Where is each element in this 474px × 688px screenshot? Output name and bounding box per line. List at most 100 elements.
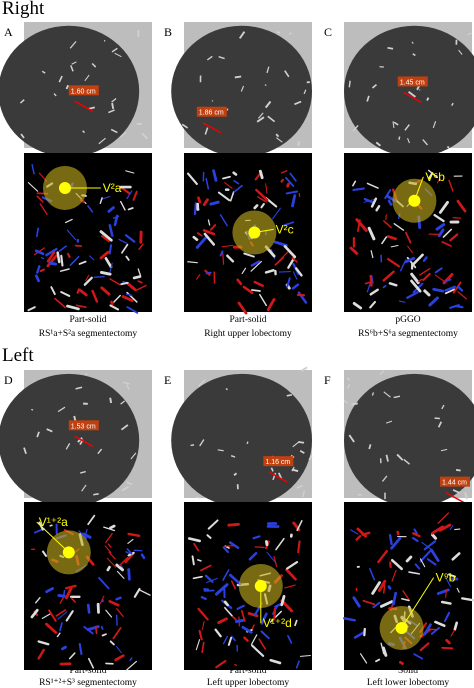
vessel bbox=[236, 278, 243, 286]
vessel bbox=[390, 559, 403, 571]
ct-vessel bbox=[126, 481, 133, 486]
vessel bbox=[280, 170, 288, 174]
vessel bbox=[197, 607, 209, 621]
vessel bbox=[375, 205, 381, 212]
vessel bbox=[222, 252, 225, 265]
measure-line bbox=[74, 435, 94, 447]
vessel bbox=[137, 280, 143, 284]
ct-vessel bbox=[73, 415, 77, 421]
measure-label: 1.44 cm bbox=[442, 480, 467, 487]
ct-vessel bbox=[97, 448, 103, 455]
vessel bbox=[266, 551, 277, 564]
vessel bbox=[363, 198, 375, 203]
vessel bbox=[125, 660, 137, 672]
ct-vessel bbox=[233, 472, 238, 476]
vessel bbox=[107, 206, 115, 213]
ct-vessel bbox=[120, 424, 129, 431]
vessel bbox=[201, 641, 205, 654]
vessel bbox=[283, 221, 295, 226]
vessel-label: V²c bbox=[276, 222, 294, 236]
vessel bbox=[266, 298, 276, 312]
ct-vessel bbox=[301, 490, 306, 498]
vessel bbox=[116, 608, 124, 617]
vessel bbox=[260, 203, 265, 209]
vessel bbox=[437, 228, 445, 238]
caption: RS⁶b+S⁶a segmentectomy bbox=[358, 329, 458, 339]
ct-vessel bbox=[240, 85, 245, 92]
vessel bbox=[232, 171, 238, 176]
vessel bbox=[63, 589, 66, 596]
vessel bbox=[251, 644, 265, 657]
measure-label: 1.16 cm bbox=[265, 459, 290, 466]
vessel bbox=[83, 625, 94, 635]
ct-vessel bbox=[204, 127, 209, 135]
vessel bbox=[369, 288, 379, 296]
vessel bbox=[454, 528, 461, 531]
ct-vessel bbox=[392, 121, 395, 129]
vessel bbox=[222, 635, 229, 645]
vessel bbox=[283, 245, 297, 259]
ct-vessel bbox=[298, 441, 305, 444]
vessel bbox=[371, 275, 374, 284]
ct-vessel bbox=[299, 450, 305, 454]
vessel bbox=[451, 552, 461, 561]
caption: Right upper lobectomy bbox=[204, 329, 292, 339]
vessel bbox=[456, 285, 464, 292]
vessel bbox=[444, 288, 456, 295]
vessel bbox=[212, 169, 218, 182]
ct-vessel bbox=[371, 83, 377, 89]
vessel bbox=[129, 657, 133, 662]
vessel bbox=[398, 660, 404, 665]
measure-label: 1.86 cm bbox=[199, 110, 224, 117]
vessel bbox=[250, 260, 261, 267]
ct-vessel bbox=[375, 141, 381, 147]
vessel bbox=[120, 564, 124, 569]
vessel bbox=[445, 590, 447, 598]
vessel bbox=[27, 182, 39, 192]
vessel bbox=[257, 196, 267, 203]
ct-vessel bbox=[297, 140, 300, 146]
vessel bbox=[289, 172, 297, 182]
vessel bbox=[200, 596, 207, 601]
vessel bbox=[419, 549, 432, 563]
vessel bbox=[286, 182, 290, 188]
vessel bbox=[419, 558, 426, 568]
vessel-label: V¹⁺²d bbox=[263, 616, 292, 630]
ct-vessel bbox=[84, 372, 88, 376]
vessel bbox=[434, 620, 446, 628]
vessel bbox=[222, 546, 230, 554]
vessel bbox=[99, 197, 103, 204]
vessel bbox=[35, 596, 41, 604]
vessel bbox=[86, 603, 91, 614]
vessel bbox=[108, 244, 113, 255]
vessel bbox=[387, 199, 393, 206]
vessel bbox=[437, 512, 450, 524]
ct-vessel bbox=[256, 116, 265, 123]
vessel bbox=[295, 660, 300, 669]
vessel-label: V²a bbox=[103, 181, 122, 195]
vessel bbox=[87, 205, 94, 213]
vessel bbox=[186, 172, 198, 186]
vessel bbox=[390, 244, 399, 248]
vessel bbox=[362, 599, 376, 606]
vessel bbox=[69, 255, 80, 266]
vessel bbox=[234, 618, 245, 624]
vessel bbox=[285, 568, 297, 581]
vessel bbox=[461, 597, 474, 602]
vessel bbox=[204, 574, 214, 583]
vessel bbox=[46, 251, 56, 263]
ct-vessel bbox=[218, 56, 225, 60]
ct-vessel bbox=[452, 489, 461, 494]
vessel bbox=[209, 224, 217, 231]
measure-line bbox=[445, 491, 465, 504]
vessel bbox=[87, 514, 96, 526]
vessel bbox=[227, 522, 240, 527]
ct-vessel bbox=[385, 454, 389, 462]
vessel bbox=[430, 548, 440, 562]
measure-box bbox=[397, 76, 428, 87]
vessel bbox=[254, 172, 262, 181]
ct-vessel bbox=[119, 132, 127, 138]
vessel bbox=[438, 200, 449, 214]
ct-vessel bbox=[46, 428, 53, 433]
vessel bbox=[369, 274, 373, 287]
